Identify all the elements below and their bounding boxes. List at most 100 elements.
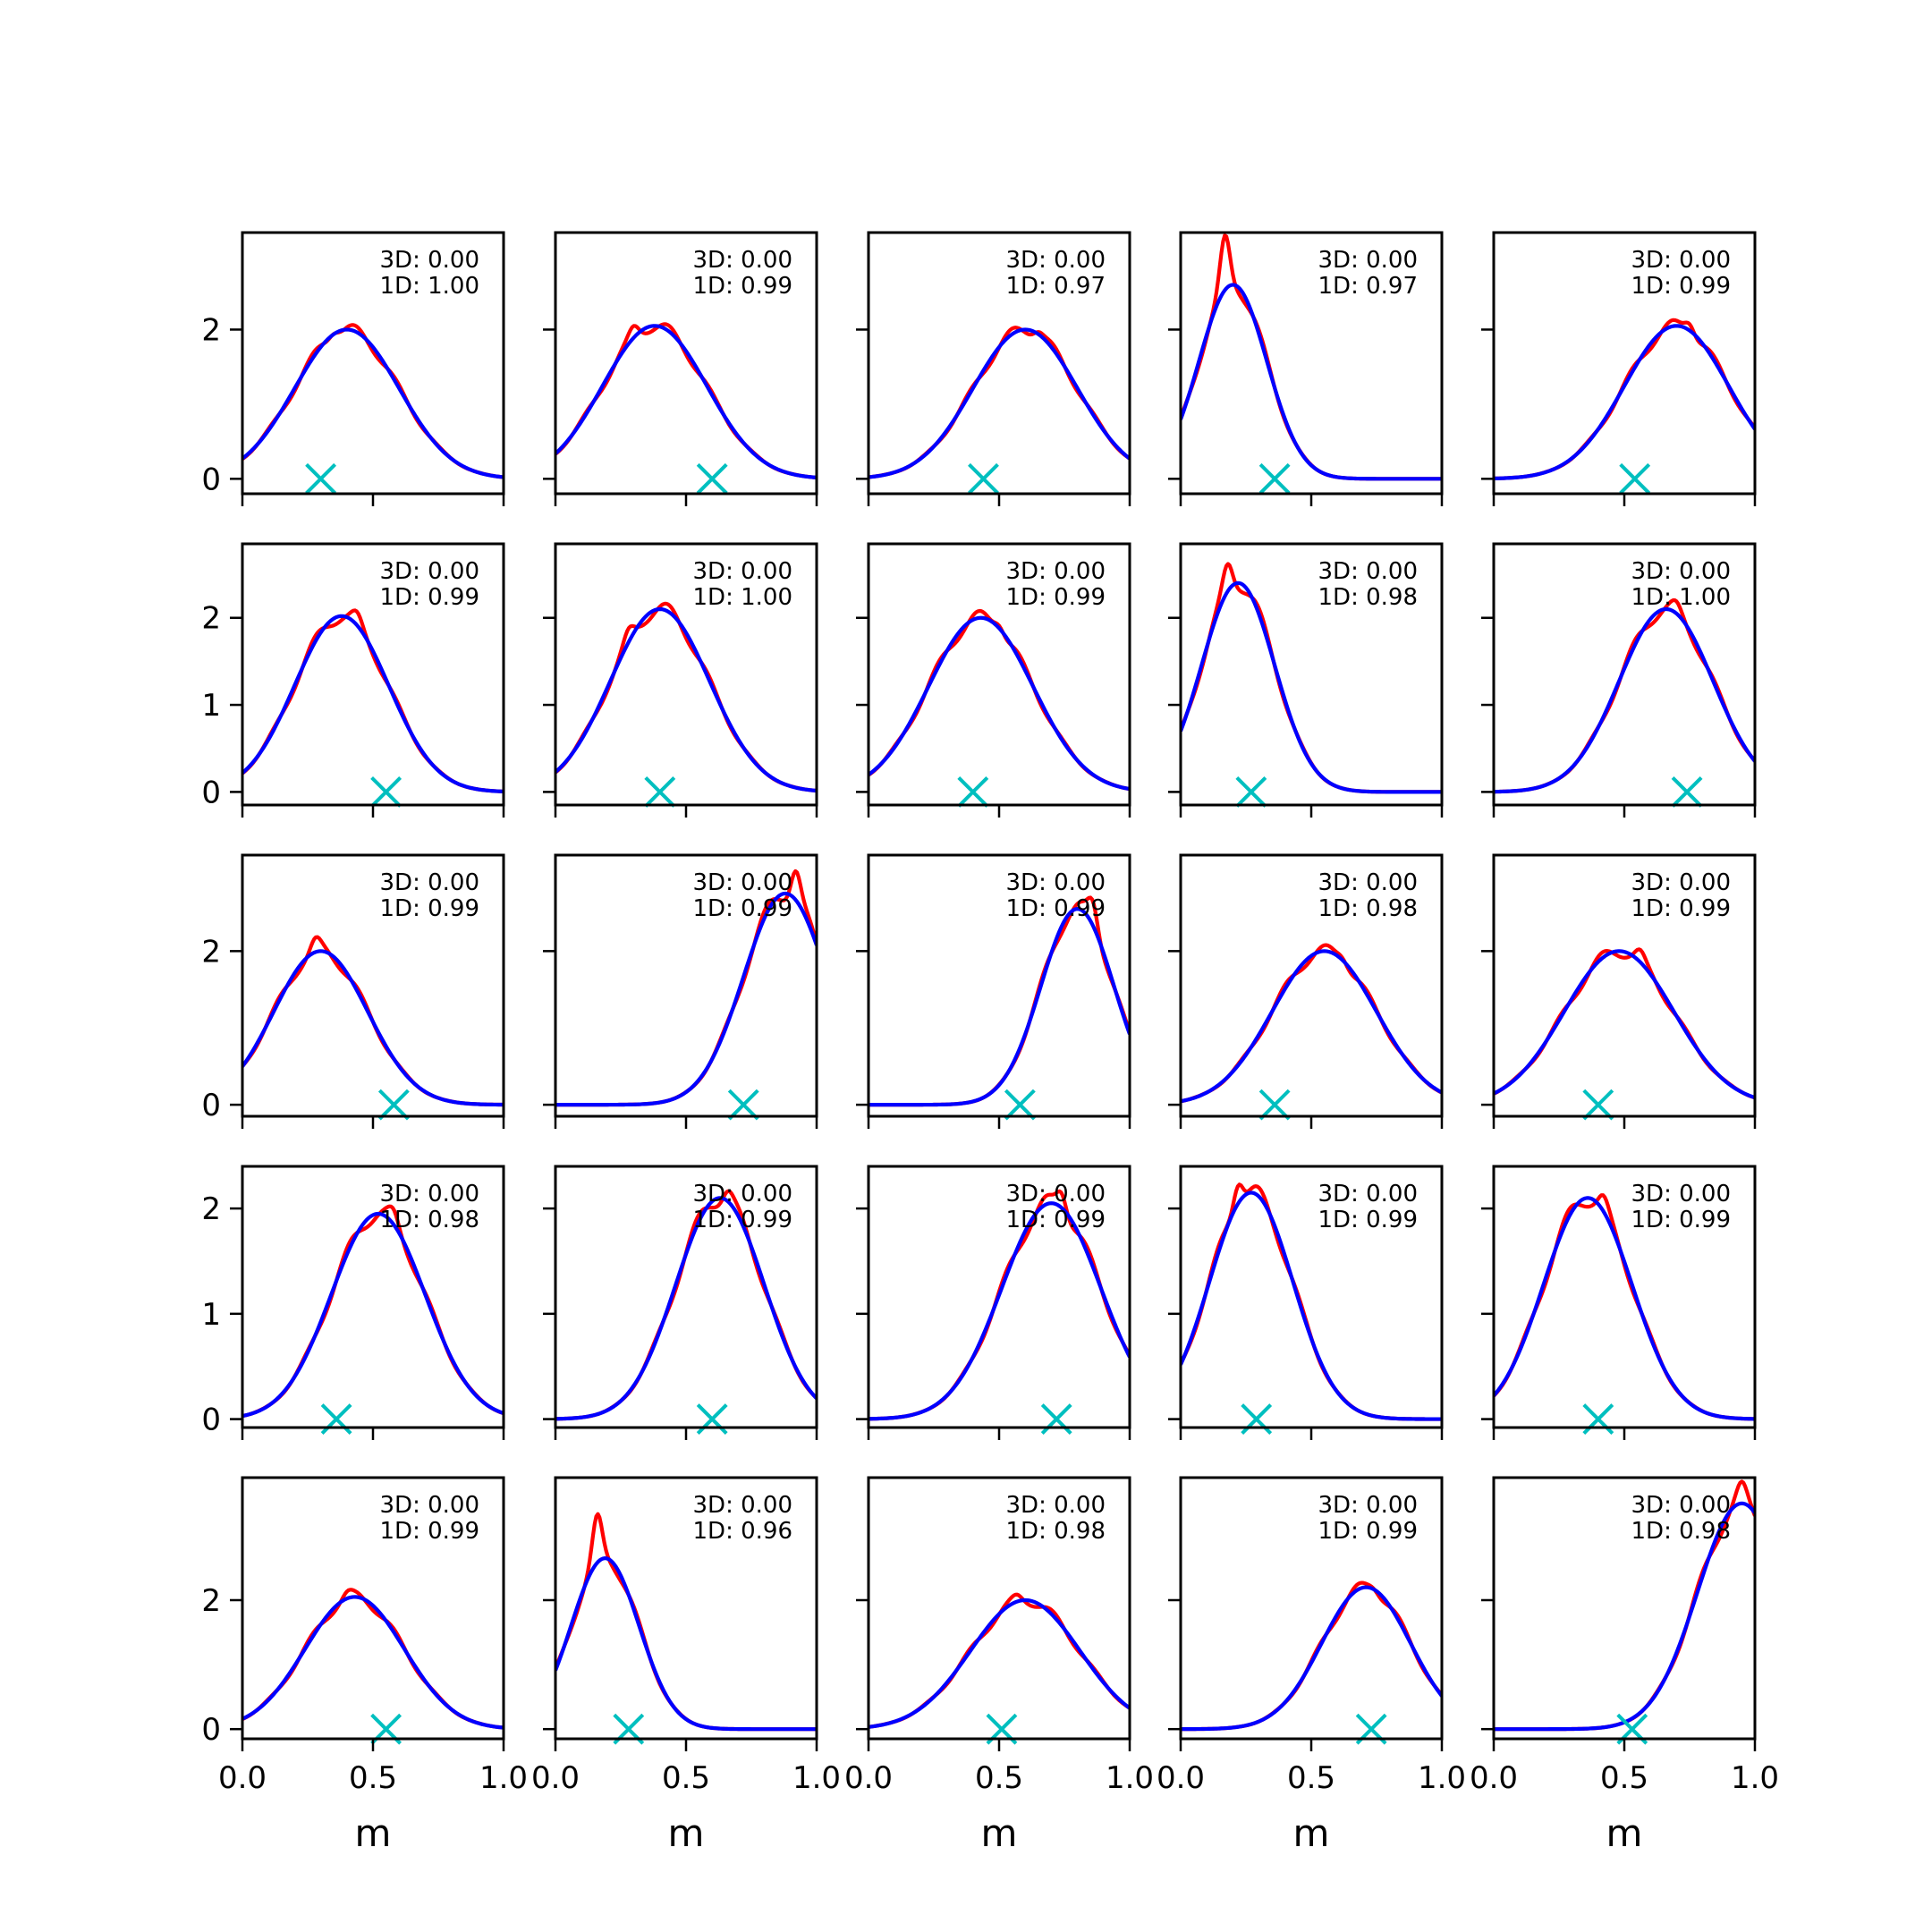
x-axis-label: m (355, 1811, 392, 1855)
blue-series-line (1181, 1191, 1442, 1421)
annotation-3d: 3D: 0.00 (1318, 558, 1418, 585)
x-axis-label: m (981, 1811, 1018, 1855)
annotation-3d: 3D: 0.00 (1006, 869, 1106, 896)
panel-plot-area (555, 869, 817, 1107)
panel-plot-area (1494, 318, 1755, 481)
annotation-3d: 3D: 0.00 (693, 1492, 792, 1519)
annotation-3d: 3D: 0.00 (380, 1181, 479, 1208)
annotation-3d: 3D: 0.00 (1631, 247, 1731, 274)
annotation-1d: 1D: 0.97 (1006, 273, 1106, 300)
panel-plot-area (242, 608, 504, 793)
blue-series-line (1494, 606, 1755, 794)
x-tick-label: 1.0 (1731, 1760, 1779, 1796)
annotation-1d: 1D: 0.99 (380, 1518, 479, 1545)
annotation-1d: 1D: 0.99 (1631, 1207, 1731, 1233)
x-axis-label: m (1606, 1811, 1643, 1855)
y-tick-label: 0 (201, 462, 221, 497)
annotation-1d: 1D: 0.99 (1006, 895, 1106, 922)
blue-series-line (1181, 580, 1442, 794)
annotation-3d: 3D: 0.00 (1318, 869, 1418, 896)
x-tick-label: 0.5 (349, 1760, 397, 1796)
panel-plot-area (869, 326, 1130, 479)
cross-marker-stroke (968, 462, 999, 495)
blue-series-line (555, 324, 817, 480)
y-tick-label: 2 (201, 601, 221, 637)
annotation-3d: 3D: 0.00 (1318, 1492, 1418, 1519)
panel-plot-area (555, 1512, 817, 1732)
y-tick-label: 1 (201, 688, 221, 724)
y-tick-label: 0 (201, 1088, 221, 1123)
annotation-1d: 1D: 0.99 (1318, 1207, 1418, 1233)
blue-series-line (869, 615, 1130, 792)
x-axis-label: m (1293, 1811, 1330, 1855)
x-tick-label: 0.0 (218, 1760, 267, 1796)
panel-plot-area (1494, 947, 1755, 1100)
annotation-1d: 1D: 0.99 (1318, 1518, 1418, 1545)
panel-plot-area (1181, 1182, 1442, 1421)
panel-plot-area (242, 1204, 504, 1419)
annotation-3d: 3D: 0.00 (1318, 1181, 1418, 1208)
x-tick-label: 1.0 (1418, 1760, 1466, 1796)
blue-series-line (242, 1211, 504, 1419)
annotation-3d: 3D: 0.00 (380, 869, 479, 896)
cross-marker-stroke (377, 1089, 410, 1121)
x-tick-label: 1.0 (1106, 1760, 1154, 1796)
cross-marker-stroke (370, 775, 402, 808)
blue-series-line (1181, 1585, 1442, 1732)
annotation-1d: 1D: 0.97 (1318, 273, 1418, 300)
cross-marker-stroke (1671, 775, 1703, 808)
blue-series-line (1181, 283, 1442, 481)
x-tick-label: 0.5 (1287, 1760, 1335, 1796)
blue-series-line (869, 1597, 1130, 1729)
cross-marker-stroke (957, 775, 989, 808)
blue-series-line (242, 327, 504, 479)
cross-marker-stroke (1235, 775, 1267, 808)
x-tick-label: 0.0 (1470, 1760, 1518, 1796)
blue-series-line (1181, 949, 1442, 1104)
annotation-3d: 3D: 0.00 (380, 247, 479, 274)
panel-plot-area (1181, 562, 1442, 794)
y-tick-label: 2 (201, 934, 221, 970)
panel-plot-area (1181, 943, 1442, 1104)
blue-series-line (869, 907, 1130, 1107)
x-tick-label: 0.0 (1157, 1760, 1205, 1796)
x-tick-label: 0.5 (662, 1760, 710, 1796)
y-tick-label: 0 (201, 1402, 221, 1438)
annotation-3d: 3D: 0.00 (1006, 247, 1106, 274)
blue-series-line (242, 614, 504, 793)
panel-plot-area (1181, 1580, 1442, 1732)
blue-series-line (1494, 324, 1755, 481)
cross-marker-stroke (1004, 1089, 1036, 1121)
panel-plot-area (242, 1588, 504, 1730)
annotation-1d: 1D: 1.00 (380, 273, 479, 300)
annotation-3d: 3D: 0.00 (380, 558, 479, 585)
blue-series-line (555, 606, 817, 793)
annotation-3d: 3D: 0.00 (1006, 1492, 1106, 1519)
panel-plot-area (1494, 597, 1755, 794)
cross-marker-stroke (1582, 1089, 1614, 1121)
annotation-1d: 1D: 0.99 (693, 273, 792, 300)
annotation-1d: 1D: 0.98 (1318, 895, 1418, 922)
cross-marker-stroke (305, 462, 337, 495)
y-tick-label: 2 (201, 1191, 221, 1227)
blue-series-line (1494, 949, 1755, 1100)
x-tick-label: 0.5 (1600, 1760, 1648, 1796)
blue-series-line (242, 949, 504, 1107)
cross-marker-stroke (696, 462, 728, 495)
blue-series-line (869, 327, 1130, 479)
cross-marker-stroke (727, 1089, 759, 1121)
